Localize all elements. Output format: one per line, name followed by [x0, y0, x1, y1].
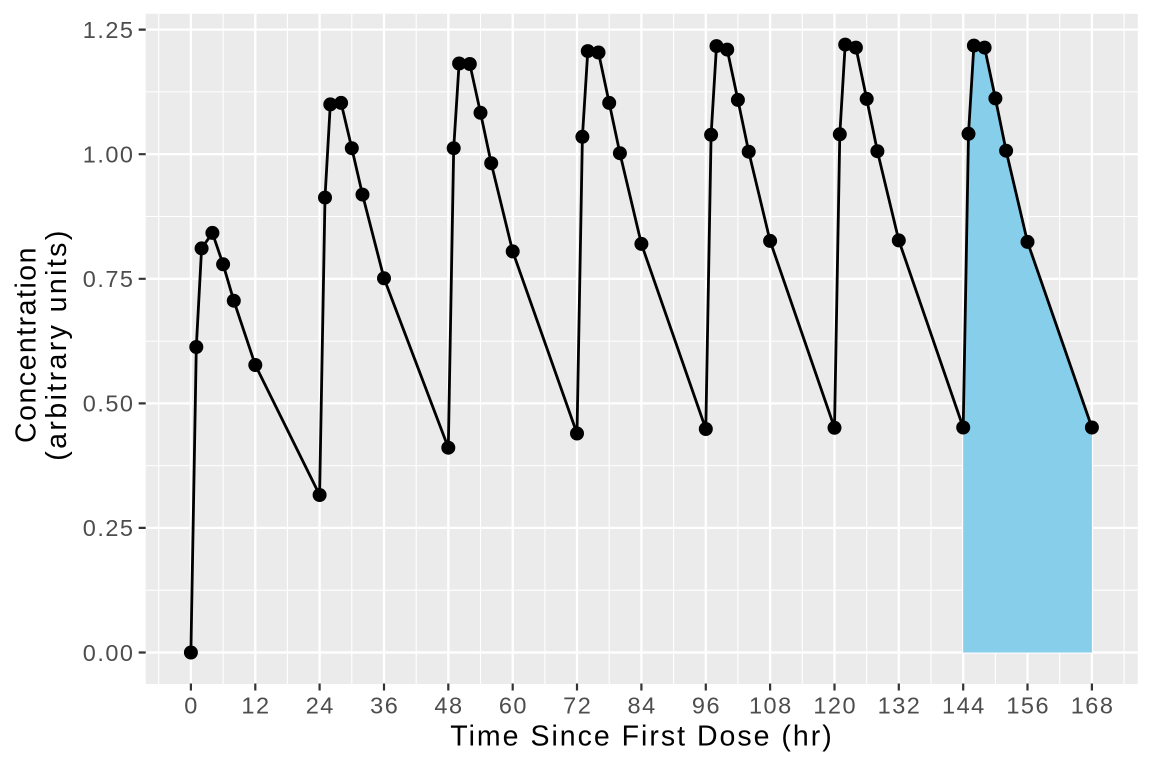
svg-text:108: 108	[749, 693, 793, 719]
svg-text:0.00: 0.00	[83, 640, 135, 666]
svg-text:96: 96	[692, 693, 721, 719]
svg-text:0.50: 0.50	[83, 391, 135, 417]
svg-text:(arbitrary units): (arbitrary units)	[41, 228, 73, 460]
svg-text:84: 84	[628, 693, 657, 719]
svg-text:0.75: 0.75	[83, 266, 135, 292]
svg-text:60: 60	[499, 693, 528, 719]
svg-text:156: 156	[1006, 693, 1050, 719]
svg-text:120: 120	[813, 693, 857, 719]
svg-text:0: 0	[184, 693, 199, 719]
svg-text:24: 24	[306, 693, 335, 719]
svg-text:Time Since First Dose (hr): Time Since First Dose (hr)	[450, 720, 834, 752]
svg-text:Concentration: Concentration	[11, 246, 43, 443]
svg-text:12: 12	[241, 693, 270, 719]
svg-text:132: 132	[878, 693, 922, 719]
svg-text:0.25: 0.25	[83, 515, 135, 541]
svg-text:1.25: 1.25	[83, 17, 135, 43]
svg-text:144: 144	[942, 693, 986, 719]
svg-text:48: 48	[434, 693, 463, 719]
svg-text:36: 36	[370, 693, 399, 719]
svg-text:72: 72	[563, 693, 592, 719]
svg-text:168: 168	[1071, 693, 1115, 719]
svg-text:1.00: 1.00	[83, 142, 135, 168]
